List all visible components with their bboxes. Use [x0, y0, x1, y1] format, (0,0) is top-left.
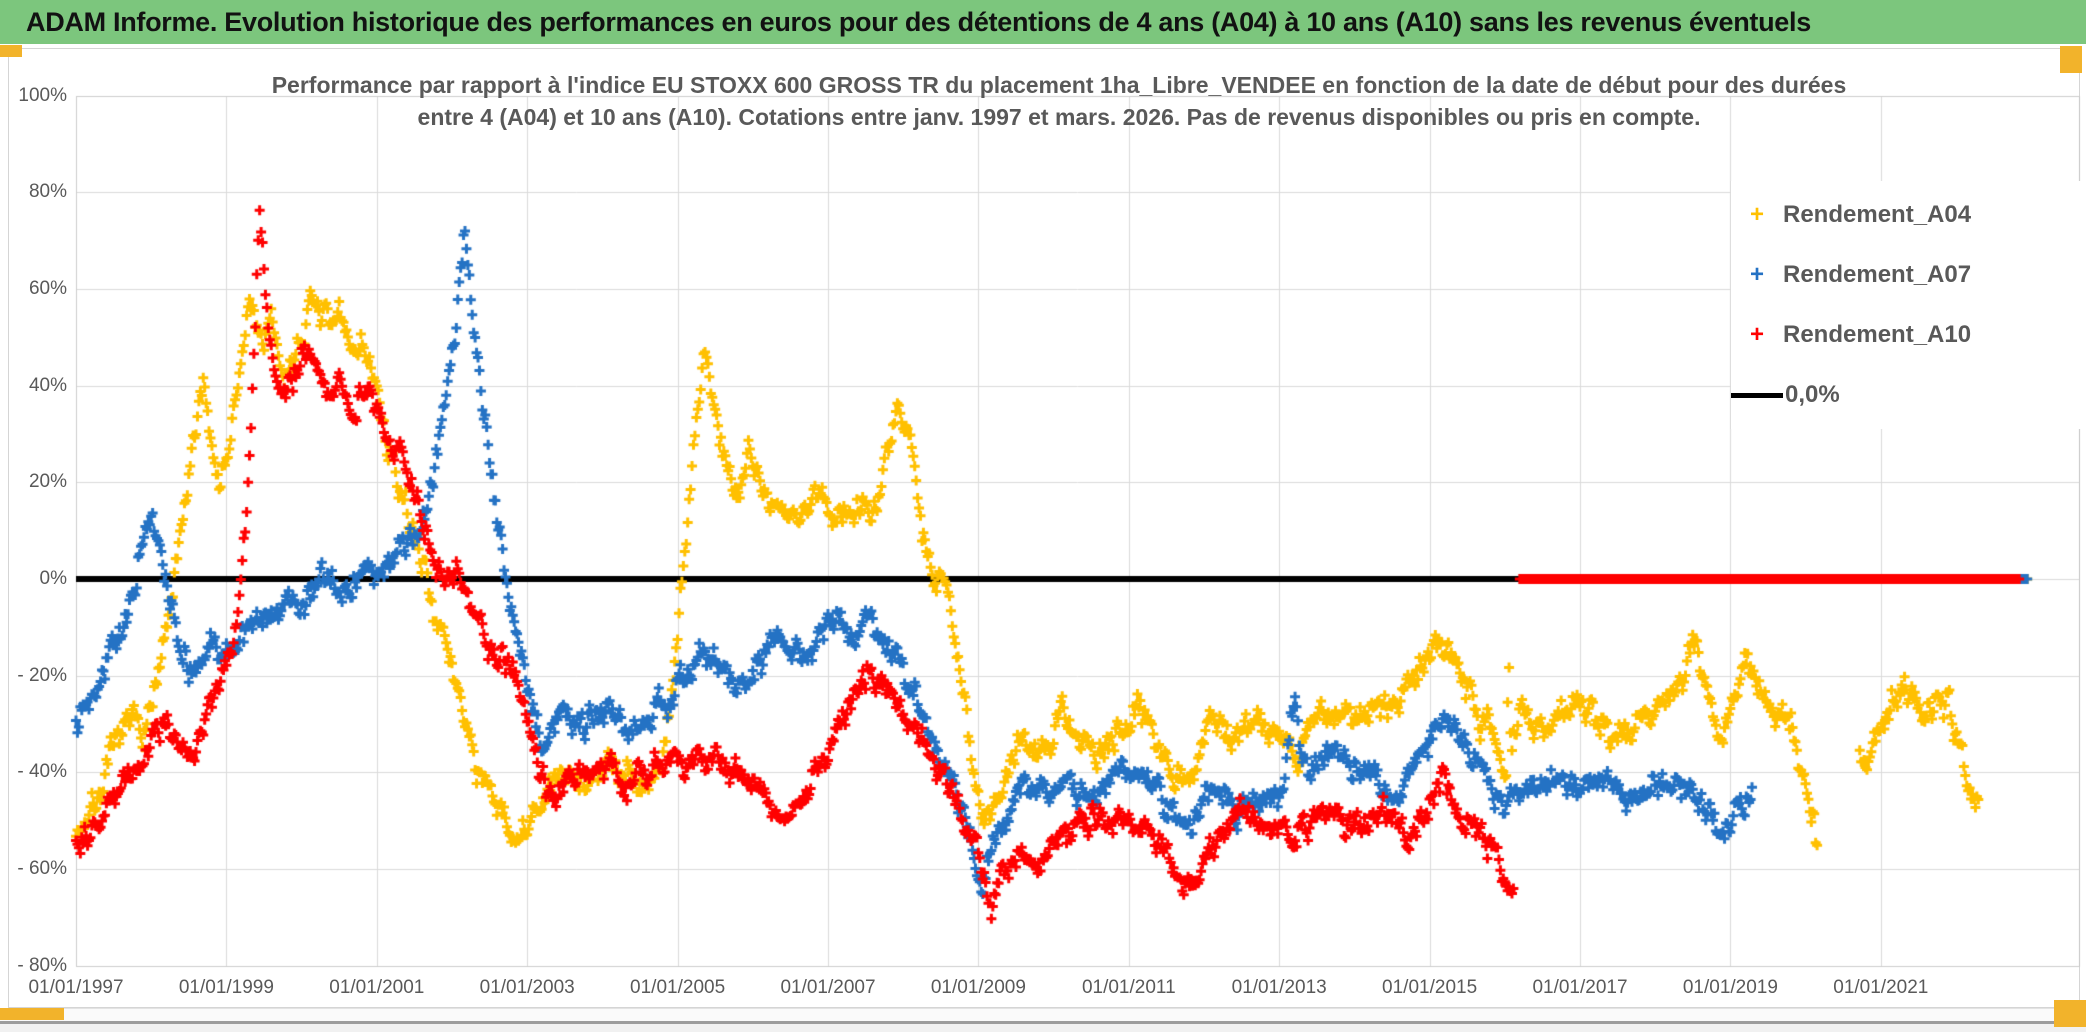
bottom-strip	[0, 1008, 2086, 1032]
legend-item: + Rendement_A07	[1731, 245, 2083, 305]
x-tick-label: 01/01/2019	[1682, 977, 1778, 998]
x-tick-label: 01/01/2015	[1382, 977, 1478, 998]
y-tick-label: 60%	[28, 278, 67, 299]
x-tick-label: 01/01/2017	[1532, 977, 1628, 998]
chart-title: Performance par rapport à l'indice EU ST…	[239, 69, 1879, 133]
x-tick-label: 01/01/2005	[630, 977, 726, 998]
x-tick-label: 01/01/2013	[1231, 977, 1327, 998]
corner-accent-top-left	[0, 45, 22, 57]
y-tick-label: - 20%	[17, 664, 67, 686]
chart-title-line1: Performance par rapport à l'indice EU ST…	[271, 72, 1847, 98]
bottom-rule	[0, 1021, 2086, 1024]
bottom-strip-lower	[0, 1024, 2086, 1032]
legend-label: Rendement_A04	[1783, 201, 1972, 228]
x-tick-label: 01/01/2021	[1833, 977, 1929, 998]
legend-label: Rendement_A07	[1783, 261, 1972, 288]
chart-title-line2: entre 4 (A04) et 10 ans (A10). Cotations…	[417, 104, 1701, 130]
y-tick-label: 100%	[18, 84, 67, 106]
corner-accent-top-right	[2060, 46, 2082, 73]
legend-label: Rendement_A10	[1783, 321, 1972, 348]
x-tick-label: 01/01/2011	[1081, 977, 1176, 998]
y-tick-label: 40%	[28, 374, 67, 396]
x-tick-label: 01/01/1997	[28, 977, 124, 998]
y-tick-label: 0%	[39, 568, 67, 589]
page-title: ADAM Informe. Evolution historique des p…	[26, 7, 1811, 37]
y-tick-label: - 80%	[17, 954, 67, 976]
corner-accent-bottom-right	[2054, 1000, 2086, 1027]
y-tick-label: 80%	[28, 181, 67, 203]
zero-line-swatch-icon	[1731, 392, 1783, 398]
x-tick-label: 01/01/1999	[178, 977, 274, 998]
x-tick-label: 01/01/2003	[479, 977, 575, 998]
x-tick-label: 01/01/2009	[930, 977, 1026, 998]
legend-item: + Rendement_A04	[1731, 185, 2083, 245]
y-tick-label: - 40%	[17, 761, 67, 783]
chart-object[interactable]: Performance par rapport à l'indice EU ST…	[8, 48, 2083, 1009]
legend-item: + Rendement_A10	[1731, 305, 2083, 365]
plus-marker-icon: +	[1749, 261, 1764, 288]
y-tick-label: 20%	[28, 471, 67, 493]
x-tick-label: 01/01/2007	[780, 977, 876, 998]
legend: + Rendement_A04 + Rendement_A07 + Rendement_A…	[1731, 181, 2083, 429]
legend-item: 0,0%	[1731, 365, 2083, 425]
legend-label: 0,0%	[1785, 381, 1840, 408]
title-bar: ADAM Informe. Evolution historique des p…	[0, 0, 2086, 44]
corner-accent-bottom-left	[0, 1008, 64, 1020]
y-tick-label: - 60%	[17, 857, 67, 879]
x-tick-label: 01/01/2001	[329, 977, 425, 998]
plus-marker-icon: +	[1749, 321, 1764, 348]
plus-marker-icon: +	[1749, 201, 1764, 228]
